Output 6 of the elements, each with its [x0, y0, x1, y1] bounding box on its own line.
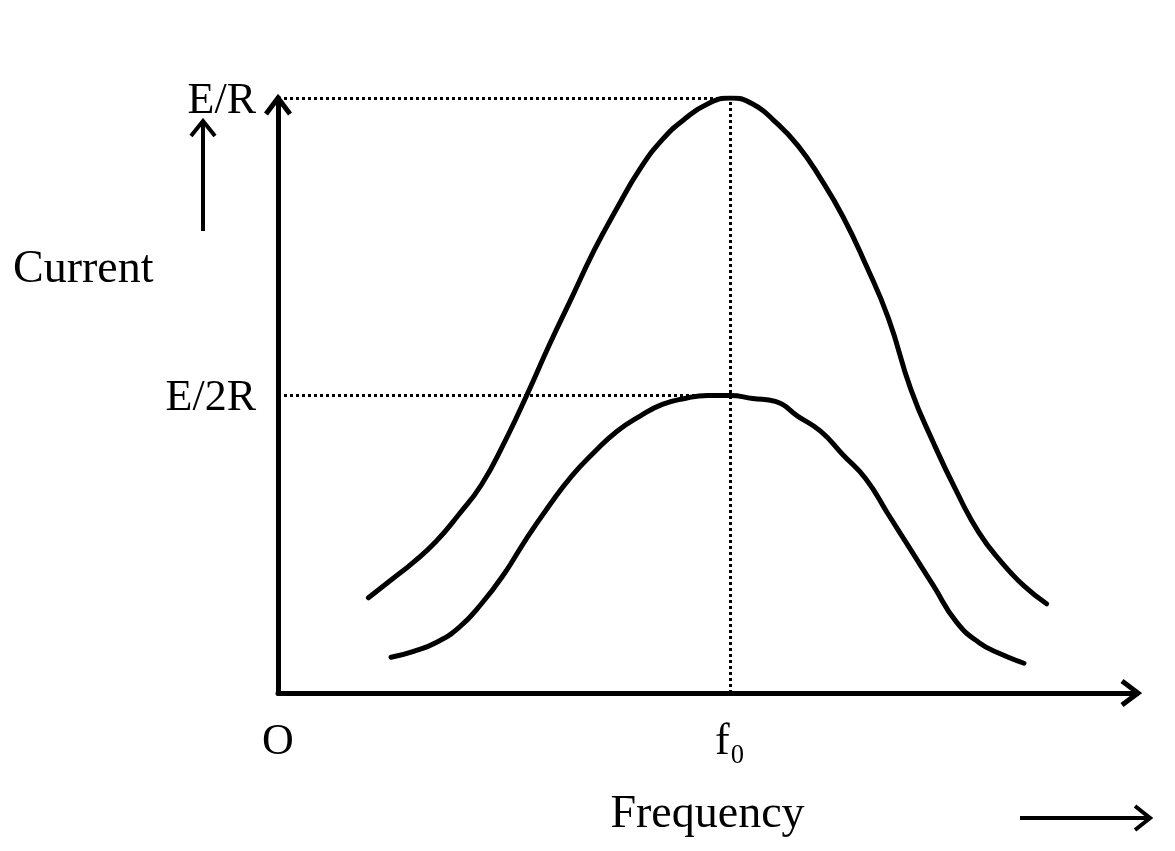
x-axis-title: Frequency — [610, 785, 805, 837]
y-axis-title: Current — [13, 240, 154, 292]
ref-line-label: E/R — [187, 73, 257, 123]
x-tick-label: O — [262, 714, 294, 764]
x-tick-label: f₀ — [715, 714, 746, 764]
ref-line-label: E/2R — [165, 371, 257, 420]
